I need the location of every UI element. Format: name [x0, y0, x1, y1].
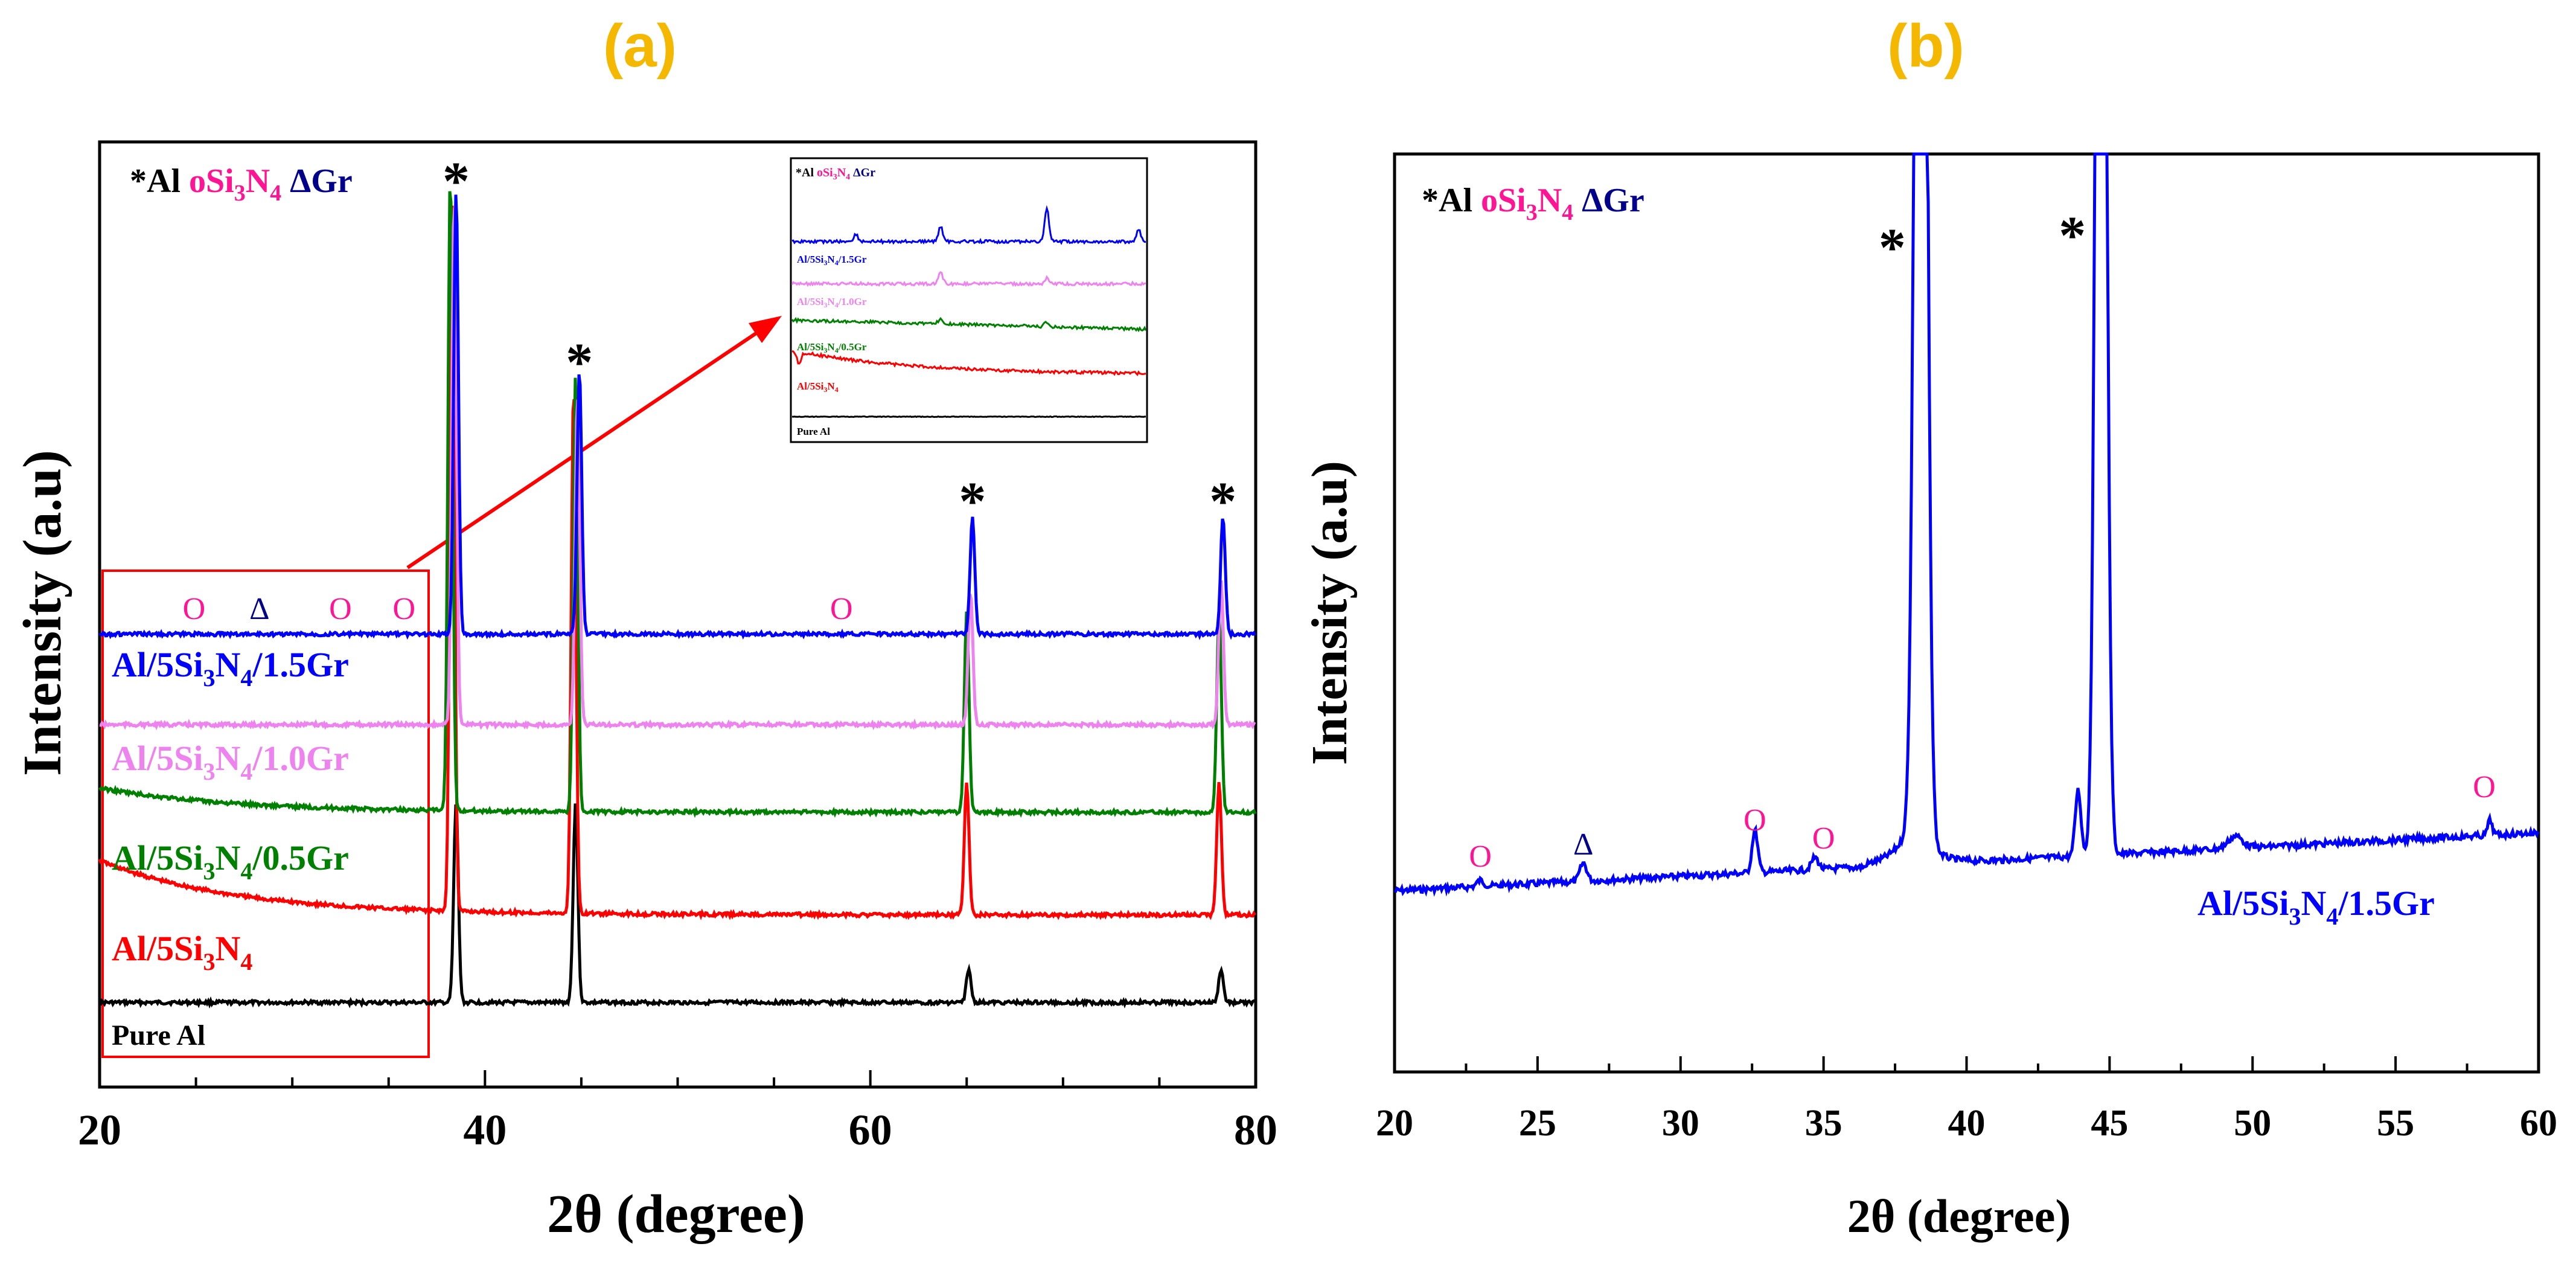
x-tick-label: 25 [1519, 1103, 1556, 1144]
peak-star-marker: * [1879, 218, 1906, 278]
peak-star-marker: * [2059, 206, 2086, 266]
x-tick-label: 35 [1805, 1103, 1843, 1144]
x-tick-label: 55 [2377, 1103, 2414, 1144]
panel-a-chart: *Al oSi3N4 ΔGr * * * * O Δ O O O Pure Al Al/5Si3… [13, 140, 1277, 1244]
peak-star-marker: * [443, 152, 470, 211]
panel-a-legend: *Al oSi3N4 ΔGr [130, 162, 353, 206]
inset-spectrum [791, 316, 1147, 333]
spectrum-panel-b-15gr [1394, 152, 2540, 897]
x-tick-label: 60 [849, 1106, 892, 1154]
series-label-al-si3n4-15gr: Al/5Si3N4/1.5Gr [112, 645, 349, 691]
panel-a-letter: (a) [603, 12, 677, 80]
peak-star-marker: * [1209, 472, 1236, 531]
panel-b-legend: *Al oSi3N4 ΔGr [1422, 182, 1644, 225]
inset-spectrum [791, 350, 1146, 376]
x-tick-label: 80 [1234, 1106, 1277, 1154]
panel-a-markers: * * * * O Δ O O O [183, 152, 1237, 626]
spectrum-al-si3n4-15gr [98, 194, 1257, 641]
panel-a-x-axis: 20 40 60 80 [78, 1070, 1277, 1154]
panel-a-spectra [98, 191, 1257, 1009]
si3n4-phase-marker: O [830, 592, 853, 626]
spectrum-al-si3n4-05gr [98, 191, 1257, 818]
si3n4-phase-marker: O [1812, 821, 1835, 856]
peak-star-marker: * [566, 333, 593, 393]
inset-frame [790, 157, 1148, 443]
panel-a-x-axis-label: 2θ (degree) [547, 1184, 805, 1244]
inset-arrow [406, 324, 768, 569]
panel-b-letter: (b) [1887, 12, 1964, 80]
x-tick-label: 20 [1376, 1103, 1413, 1144]
x-tick-label: 60 [2520, 1103, 2557, 1144]
gr-phase-marker: Δ [249, 592, 269, 626]
x-tick-label: 40 [1948, 1103, 1986, 1144]
gr-phase-marker: Δ [1573, 827, 1593, 862]
panel-b-spectra [1394, 152, 2540, 897]
series-label-al-si3n4-10gr: Al/5Si3N4/1.0Gr [112, 739, 349, 785]
inset-label-05gr: Al/5Si3N4/0.5Gr [797, 341, 867, 354]
panel-b-markers: * * O Δ O O O [1469, 206, 2495, 874]
inset-spectra [791, 205, 1147, 419]
si3n4-phase-marker: O [329, 592, 352, 626]
panel-a-y-axis-label: Intensity (a.u) [13, 450, 72, 776]
legend-si3n4: oSi3N4 [189, 162, 281, 206]
panel-b-y-axis-label: Intensity (a.u) [1302, 461, 1358, 765]
si3n4-phase-marker: O [1469, 839, 1492, 874]
highlight-box [101, 569, 430, 1058]
inset-spectrum [791, 271, 1146, 287]
inset-chart: *Al oSi3N4 ΔGr Al/5Si3N4/1.5Gr Al/5Si3N4… [790, 157, 1148, 443]
x-tick-label: 30 [1662, 1103, 1699, 1144]
panel-b-x-axis: 20 25 30 35 40 45 50 55 60 [1376, 1056, 2557, 1144]
si3n4-phase-marker: O [1743, 803, 1766, 838]
si3n4-phase-marker: O [393, 592, 416, 626]
panel-b-x-axis-label: 2θ (degree) [1847, 1190, 2071, 1242]
legend-al: *Al [130, 162, 181, 200]
spectrum-al-si3n4-10gr [99, 207, 1256, 731]
inset-arrow-head [749, 316, 782, 343]
series-label-pure-al: Pure Al [112, 1019, 205, 1051]
inset-label-10gr: Al/5Si3N4/1.0Gr [797, 296, 867, 309]
inset-label-pure-al: Pure Al [797, 426, 830, 437]
series-label-al-si3n4: Al/5Si3N4 [112, 929, 252, 975]
si3n4-phase-marker: O [2473, 770, 2496, 804]
panel-b-frame [1393, 152, 2540, 1074]
inset-spectrum [791, 205, 1146, 245]
inset-label-al-si3n4: Al/5Si3N4 [797, 380, 839, 394]
series-label-al-si3n4-05gr: Al/5Si3N4/0.5Gr [112, 838, 349, 885]
spectrum-pure-al [99, 803, 1256, 1009]
peak-star-marker: * [959, 472, 986, 531]
panel-b-chart: *Al oSi3N4 ΔGr * * O Δ O O O Al/5Si3N4/1.5Gr 2… [1302, 152, 2557, 1242]
legend-gr: ΔGr [290, 162, 353, 200]
x-tick-label: 40 [463, 1106, 507, 1154]
panel-b-series-label: Al/5Si3N4/1.5Gr [2197, 884, 2435, 930]
x-tick-label: 20 [78, 1106, 121, 1154]
si3n4-phase-marker: O [183, 592, 206, 626]
spectrum-al-si3n4 [98, 205, 1257, 920]
x-tick-label: 45 [2091, 1103, 2128, 1144]
x-tick-label: 50 [2234, 1103, 2271, 1144]
inset-label-15gr: Al/5Si3N4/1.5Gr [797, 254, 867, 267]
